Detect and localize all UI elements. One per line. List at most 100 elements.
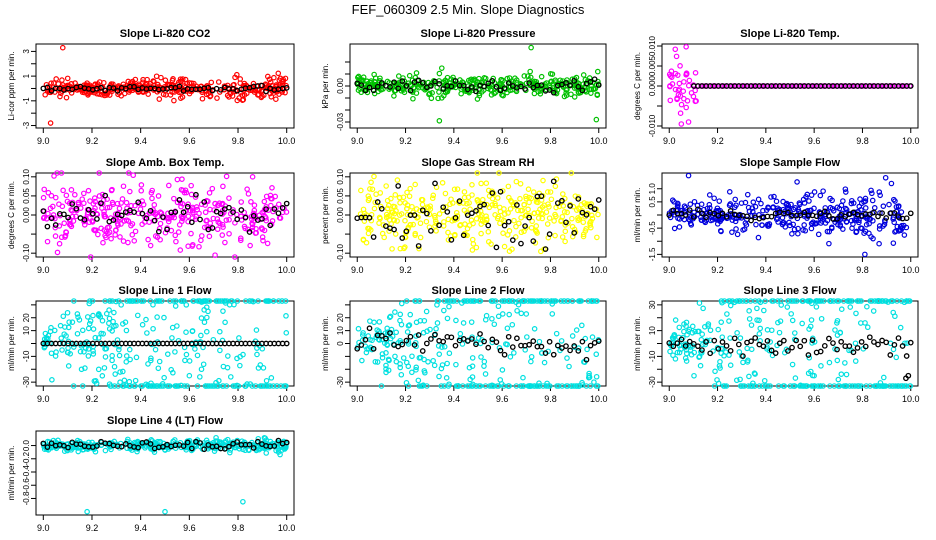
data-point — [443, 204, 449, 210]
data-point — [220, 224, 226, 230]
data-point — [92, 334, 99, 341]
data-point — [204, 223, 211, 230]
data-point-reference — [690, 340, 697, 347]
data-point-reference — [530, 338, 537, 344]
data-point — [469, 247, 476, 253]
data-point — [755, 196, 762, 203]
data-point — [775, 319, 781, 326]
panel-title: Slope Line 1 Flow — [119, 285, 212, 297]
data-point — [808, 220, 815, 227]
data-point — [56, 201, 62, 207]
data-point — [589, 334, 596, 340]
data-point-reference — [94, 443, 100, 449]
data-point — [762, 383, 769, 389]
data-point — [562, 238, 568, 245]
data-point — [882, 383, 889, 389]
data-point — [86, 320, 93, 327]
data-point-reference — [358, 342, 365, 348]
data-point — [398, 371, 405, 378]
data-point — [378, 383, 385, 389]
data-point — [746, 308, 752, 314]
data-point — [111, 363, 118, 370]
data-point — [436, 211, 443, 217]
data-point — [429, 90, 435, 96]
data-point — [895, 204, 902, 210]
data-point — [393, 329, 400, 336]
data-point — [829, 225, 835, 232]
data-point — [438, 383, 445, 389]
data-point — [696, 300, 703, 306]
data-point-reference — [358, 82, 365, 89]
data-point — [677, 110, 684, 116]
data-point — [43, 335, 50, 341]
data-point — [273, 96, 279, 102]
data-point-reference — [830, 340, 836, 346]
data-point — [504, 325, 511, 332]
data-point — [404, 205, 410, 212]
data-point — [279, 298, 285, 304]
data-point — [450, 298, 457, 304]
x-tick-label: 9.0 — [37, 394, 50, 404]
data-point — [237, 235, 244, 242]
data-point — [691, 372, 697, 379]
data-point — [748, 346, 755, 353]
data-point-reference — [567, 82, 573, 89]
data-point — [792, 205, 799, 211]
data-point — [204, 383, 211, 389]
data-point — [423, 308, 430, 315]
data-point — [738, 200, 745, 206]
x-tick-label: 9.8 — [544, 394, 557, 404]
data-point — [413, 90, 420, 96]
data-point — [115, 298, 122, 304]
data-point — [523, 311, 530, 317]
data-points — [666, 43, 914, 127]
data-point — [64, 447, 71, 454]
data-point — [150, 325, 156, 332]
data-point — [757, 299, 764, 306]
data-point-reference — [180, 443, 187, 449]
data-point — [383, 214, 390, 221]
data-point — [223, 217, 230, 223]
y-tick-label: -3 — [22, 121, 31, 129]
data-point-reference — [489, 78, 496, 84]
data-point — [62, 232, 69, 239]
data-point — [175, 337, 182, 344]
data-point — [811, 189, 818, 195]
data-point — [754, 317, 760, 323]
data-point — [583, 383, 590, 389]
data-point — [67, 350, 74, 357]
data-point — [853, 310, 859, 317]
y-axis-label: degrees C per min. — [7, 181, 16, 249]
data-point — [856, 219, 862, 226]
data-point — [439, 179, 446, 186]
data-point — [400, 75, 406, 81]
data-point — [504, 341, 510, 348]
data-point — [677, 63, 683, 69]
data-point — [60, 313, 67, 320]
data-point — [51, 173, 57, 179]
data-point — [133, 354, 140, 361]
data-point — [483, 201, 490, 208]
x-tick-label: 9.8 — [232, 136, 245, 146]
data-point-reference — [226, 204, 232, 211]
data-point — [470, 77, 476, 83]
data-point-reference — [271, 443, 278, 449]
data-point — [740, 383, 746, 389]
data-point — [117, 369, 123, 375]
x-tick-label: 9.4 — [760, 136, 773, 146]
data-point-reference — [436, 222, 442, 229]
data-point — [171, 97, 177, 104]
data-point — [403, 298, 410, 304]
data-point-reference — [98, 200, 104, 207]
data-point — [249, 174, 256, 180]
data-point — [826, 359, 833, 366]
data-point-reference — [518, 240, 524, 247]
data-point — [681, 328, 687, 335]
data-point — [398, 300, 405, 307]
data-point — [702, 341, 709, 348]
data-point — [439, 362, 446, 368]
data-point — [186, 358, 193, 364]
data-points — [40, 434, 290, 515]
data-point-reference — [505, 218, 512, 225]
